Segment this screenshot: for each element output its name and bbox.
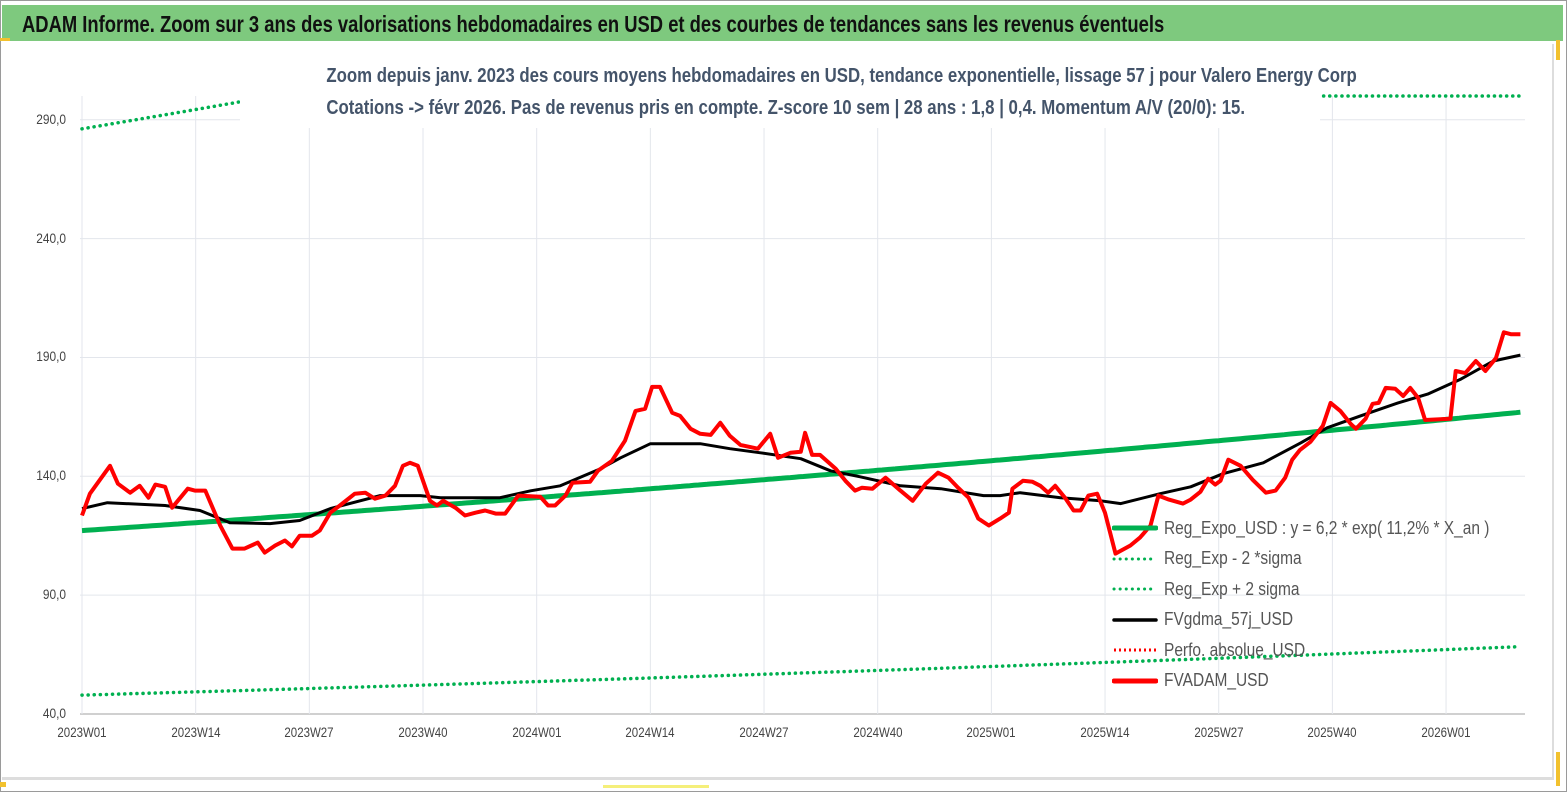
- corner-mark: [1556, 40, 1560, 60]
- fvgdma-57j-line: [81, 353, 1521, 526]
- chart-legend: Reg_Expo_USD : y = 6,2 * exp( 11,2% * X_…: [1112, 513, 1542, 696]
- x-tick-label: 2026W01: [1421, 724, 1471, 740]
- x-tick-label: 2023W01: [57, 724, 107, 740]
- x-tick-label: 2024W01: [512, 724, 562, 740]
- chart-area: [2, 44, 1554, 780]
- x-tick-label: 2025W40: [1307, 724, 1357, 740]
- corner-mark: [1556, 752, 1560, 786]
- fvadam-price-line: [80, 330, 1521, 556]
- legend-swatch: [1112, 618, 1158, 622]
- legend-swatch: [1112, 678, 1158, 684]
- report-title: ADAM Informe. Zoom sur 3 ans des valoris…: [22, 11, 1165, 37]
- y-tick-label: 90,0: [42, 586, 66, 603]
- x-tick-label: 2025W14: [1080, 724, 1130, 740]
- x-tick-label: 2025W01: [966, 724, 1016, 740]
- resize-handle[interactable]: [603, 785, 709, 788]
- chart-title-box: Zoom depuis janv. 2023 des cours moyens …: [240, 60, 1357, 128]
- reg-expo-line: [81, 409, 1521, 534]
- x-tick-label: 2024W14: [625, 724, 675, 740]
- legend-item: Reg_Exp - 2 *sigma: [1112, 544, 1542, 575]
- reg-minus-2sigma-line: [80, 644, 1523, 697]
- y-tick-label: 240,0: [36, 229, 66, 246]
- x-tick-label: 2024W40: [853, 724, 903, 740]
- legend-swatch: [1112, 557, 1158, 561]
- legend-label: FVADAM_USD: [1164, 670, 1269, 691]
- legend-item: Reg_Expo_USD : y = 6,2 * exp( 11,2% * X_…: [1112, 513, 1542, 544]
- y-tick-label: 140,0: [36, 467, 66, 484]
- legend-swatch: [1112, 525, 1158, 531]
- y-tick-label: 190,0: [36, 348, 66, 365]
- x-tick-label: 2023W40: [398, 724, 448, 740]
- legend-swatch: [1114, 648, 1156, 652]
- legend-label: Reg_Exp + 2 sigma: [1164, 578, 1300, 599]
- corner-mark: [0, 782, 6, 787]
- chart-title: Zoom depuis janv. 2023 des cours moyens …: [326, 65, 1357, 87]
- legend-label: Perfo. absolue_USD: [1164, 639, 1306, 660]
- legend-label: Reg_Expo_USD : y = 6,2 * exp( 11,2% * X_…: [1164, 517, 1490, 538]
- corner-mark: [0, 38, 10, 41]
- legend-label: Reg_Exp - 2 *sigma: [1164, 548, 1302, 569]
- x-tick-label: 2024W27: [739, 724, 789, 740]
- x-tick-label: 2025W27: [1194, 724, 1244, 740]
- y-tick-label: 290,0: [36, 110, 66, 127]
- y-tick-label: 40,0: [42, 705, 66, 721]
- legend-item: FVADAM_USD: [1112, 666, 1542, 697]
- legend-label: FVgdma_57j_USD: [1164, 609, 1294, 630]
- legend-swatch: [1112, 587, 1158, 591]
- chart-subtitle: Cotations -> févr 2026. Pas de revenus p…: [326, 97, 1246, 119]
- legend-item: Reg_Exp + 2 sigma: [1112, 574, 1542, 605]
- x-tick-label: 2023W27: [284, 724, 334, 740]
- x-tick-label: 2023W14: [171, 724, 221, 740]
- report-header: ADAM Informe. Zoom sur 3 ans des valoris…: [2, 5, 1563, 41]
- legend-item: FVgdma_57j_USD: [1112, 605, 1542, 636]
- legend-item: Perfo. absolue_USD: [1112, 635, 1542, 666]
